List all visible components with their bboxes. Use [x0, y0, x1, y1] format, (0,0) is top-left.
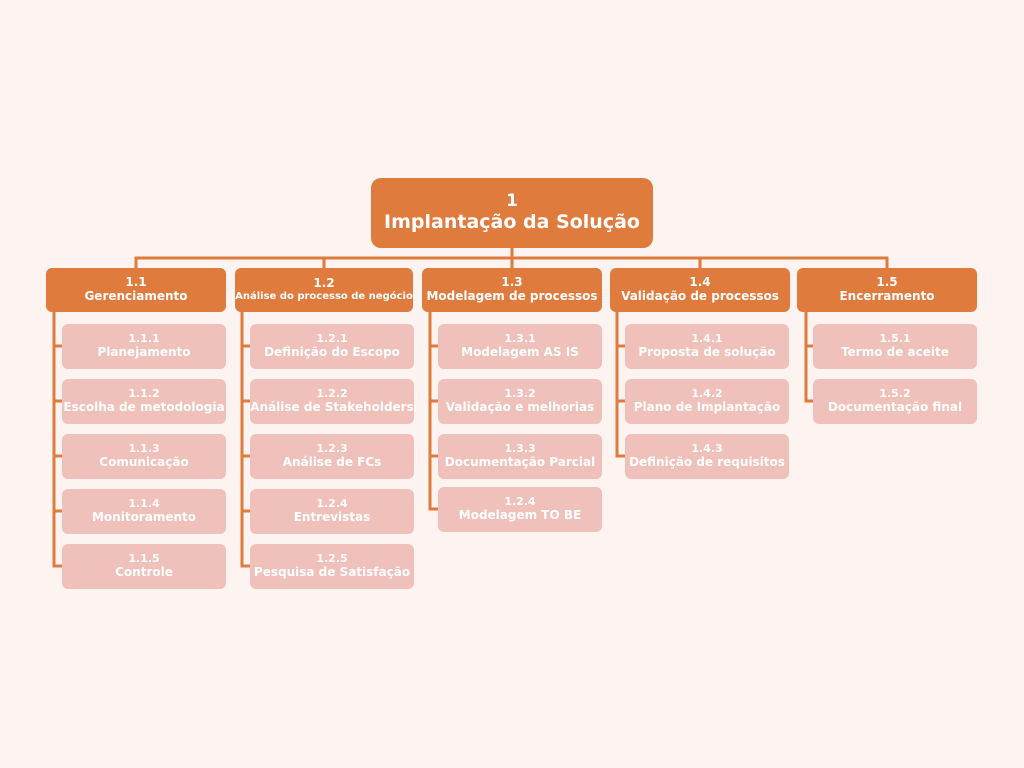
task-label: Modelagem TO BE — [458, 507, 582, 522]
task-modelagem-to-be: 1.2.4 Modelagem TO BE — [438, 487, 602, 532]
task-number: 1.2.2 — [316, 387, 348, 401]
task-label: Comunicação — [99, 454, 189, 469]
task-label: Proposta de solução — [638, 344, 776, 359]
root-node: 1 Implantação da Solução — [371, 178, 653, 248]
task-label: Entrevistas — [293, 509, 371, 524]
task-controle: 1.1.5 Controle — [62, 544, 226, 589]
task-number: 1.4.1 — [691, 332, 723, 346]
branch-analise-processo: 1.2 Análise do processo de negócio — [235, 268, 413, 312]
branch-encerramento: 1.5 Encerramento — [797, 268, 977, 312]
task-label: Plano de Implantação — [633, 399, 781, 414]
task-number: 1.2.4 — [316, 497, 348, 511]
branch-number: 1.4 — [689, 275, 711, 290]
task-number: 1.1.4 — [128, 497, 160, 511]
task-plano-implantacao: 1.4.2 Plano de Implantação — [625, 379, 789, 424]
branch-number: 1.2 — [313, 276, 335, 291]
task-number: 1.3.2 — [504, 387, 536, 401]
task-label: Documentação final — [827, 399, 963, 414]
task-label: Análise de FCs — [282, 454, 382, 469]
branch-number: 1.5 — [876, 275, 898, 290]
task-number: 1.1.1 — [128, 332, 160, 346]
root-number: 1 — [506, 191, 518, 212]
task-label: Pesquisa de Satisfação — [253, 564, 411, 579]
task-number: 1.2.1 — [316, 332, 348, 346]
task-number: 1.3.3 — [504, 442, 536, 456]
task-number: 1.4.3 — [691, 442, 723, 456]
task-label: Análise de Stakeholders — [250, 399, 414, 414]
task-label: Controle — [115, 564, 173, 579]
branch-number: 1.1 — [125, 275, 147, 290]
task-documentacao-parcial: 1.3.3 Documentação Parcial — [438, 434, 602, 479]
branch-gerenciamento: 1.1 Gerenciamento — [46, 268, 226, 312]
task-number: 1.4.2 — [691, 387, 723, 401]
task-pesquisa-satisfacao: 1.2.5 Pesquisa de Satisfação — [250, 544, 414, 589]
task-label: Monitoramento — [91, 509, 196, 524]
task-analise-stakeholders: 1.2.2 Análise de Stakeholders — [250, 379, 414, 424]
branch-modelagem: 1.3 Modelagem de processos — [422, 268, 602, 312]
task-label: Planejamento — [97, 344, 191, 359]
task-number: 1.5.1 — [879, 332, 911, 346]
task-label: Definição do Escopo — [264, 344, 400, 359]
task-number: 1.5.2 — [879, 387, 911, 401]
task-label: Escolha de metodologia — [63, 399, 225, 414]
task-number: 1.1.2 — [128, 387, 160, 401]
task-label: Termo de aceite — [841, 344, 949, 359]
task-number: 1.1.3 — [128, 442, 160, 456]
task-number: 1.2.5 — [316, 552, 348, 566]
task-number: 1.1.5 — [128, 552, 160, 566]
task-analise-fcs: 1.2.3 Análise de FCs — [250, 434, 414, 479]
task-monitoramento: 1.1.4 Monitoramento — [62, 489, 226, 534]
branch-label: Modelagem de processos — [426, 289, 598, 303]
task-label: Validação e melhorias — [445, 399, 595, 414]
root-label: Implantação da Solução — [384, 210, 640, 233]
task-documentacao-final: 1.5.2 Documentação final — [813, 379, 977, 424]
task-comunicacao: 1.1.3 Comunicação — [62, 434, 226, 479]
branch-number: 1.3 — [501, 275, 523, 290]
task-label: Modelagem AS IS — [461, 344, 579, 359]
task-label: Definição de requisitos — [629, 454, 785, 469]
branch-label: Validação de processos — [621, 289, 779, 303]
task-definicao-requisitos: 1.4.3 Definição de requisitos — [625, 434, 789, 479]
task-planejamento: 1.1.1 Planejamento — [62, 324, 226, 369]
branch-label: Encerramento — [839, 289, 935, 303]
task-termo-aceite: 1.5.1 Termo de aceite — [813, 324, 977, 369]
task-validacao-melhorias: 1.3.2 Validação e melhorias — [438, 379, 602, 424]
task-entrevistas: 1.2.4 Entrevistas — [250, 489, 414, 534]
task-proposta-solucao: 1.4.1 Proposta de solução — [625, 324, 789, 369]
branch-label: Análise do processo de negócio — [235, 291, 413, 303]
task-number: 1.3.1 — [504, 332, 536, 346]
task-definicao-escopo: 1.2.1 Definição do Escopo — [250, 324, 414, 369]
task-number: 1.2.3 — [316, 442, 348, 456]
task-escolha-metodologia: 1.1.2 Escolha de metodologia — [62, 379, 226, 424]
task-label: Documentação Parcial — [444, 454, 596, 469]
branch-validacao: 1.4 Validação de processos — [610, 268, 790, 312]
task-number: 1.2.4 — [504, 495, 536, 509]
task-modelagem-as-is: 1.3.1 Modelagem AS IS — [438, 324, 602, 369]
branch-label: Gerenciamento — [84, 289, 188, 303]
